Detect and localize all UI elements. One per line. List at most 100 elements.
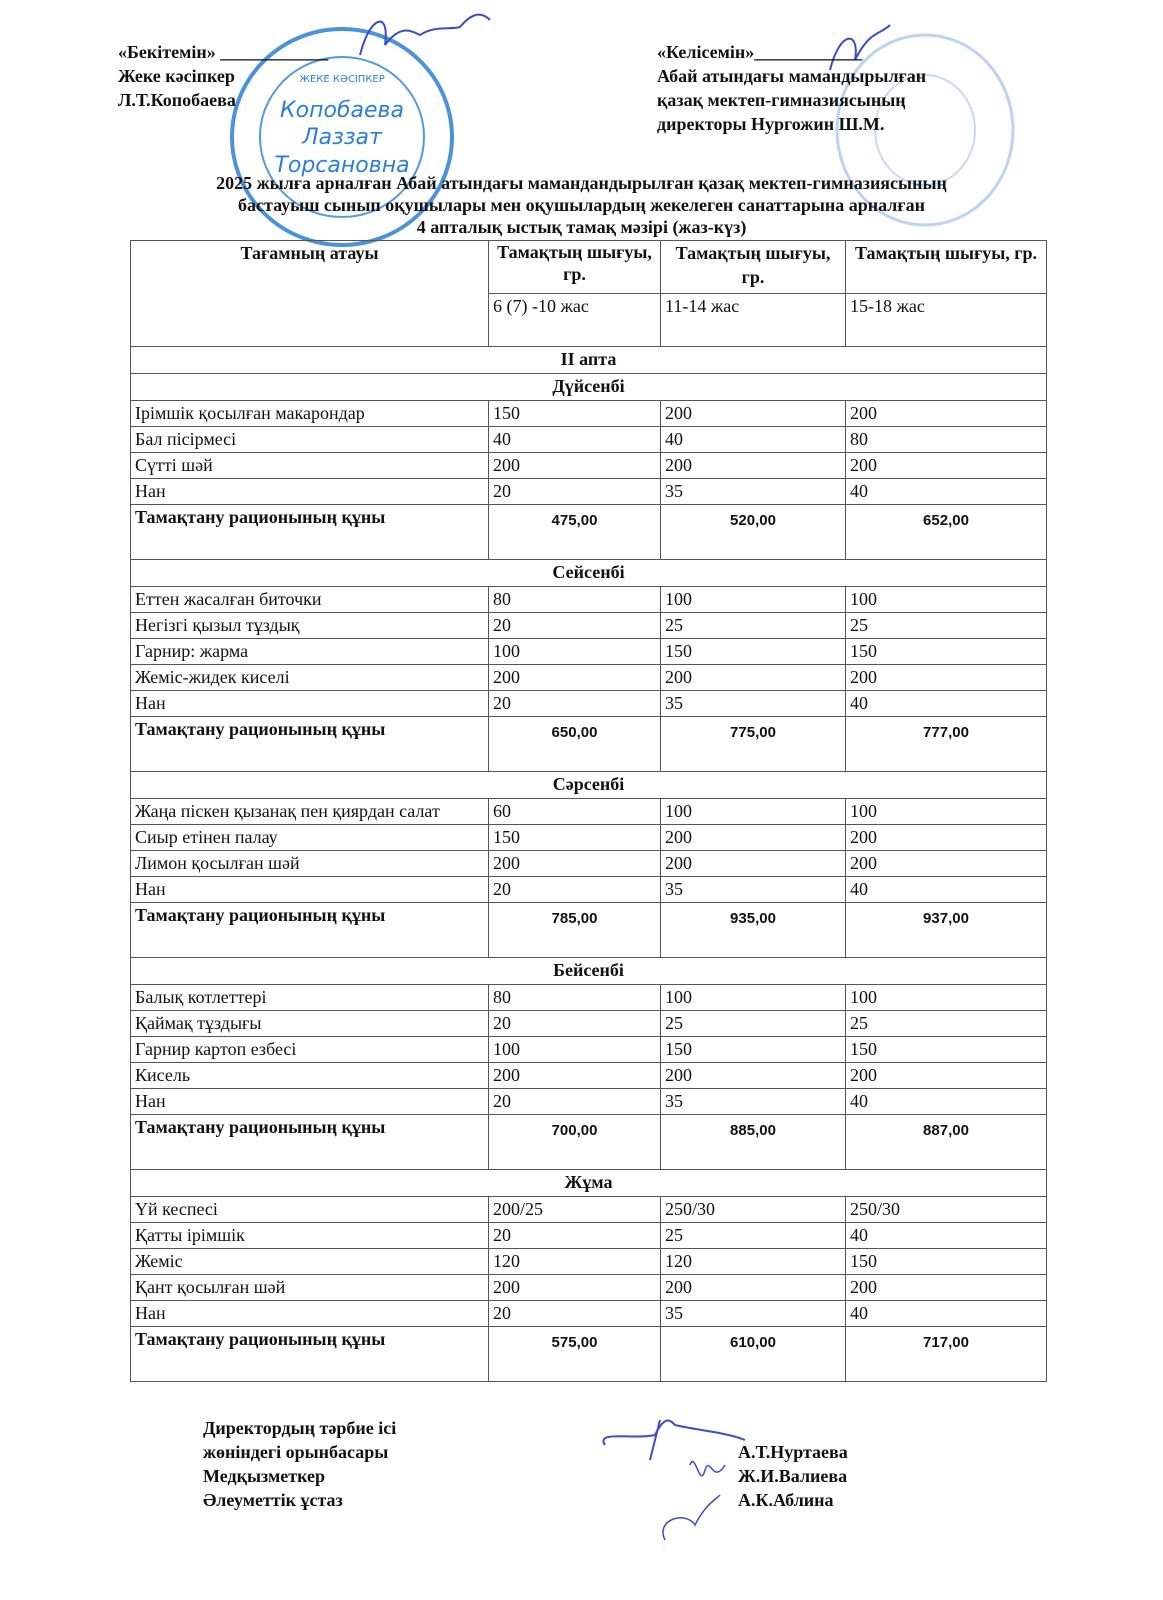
table-row: Қант қосылған шәй 200 200 200 (130, 1274, 1047, 1301)
portion-grams: 250/30 (660, 1196, 846, 1223)
portion-grams: 80 (488, 586, 661, 613)
total-cost: 935,00 (660, 902, 846, 958)
total-label: Тамақтану рационының құны (130, 504, 489, 560)
col-header-yield: Тамақтың шығуы, гр. (488, 240, 661, 294)
dish-name: Ірімшік қосылған макарондар (130, 400, 489, 427)
total-cost: 700,00 (488, 1114, 661, 1170)
table-row: Нан 20 35 40 (130, 478, 1047, 505)
table-row: Қатты ірімшік 20 25 40 (130, 1222, 1047, 1249)
portion-grams: 200 (660, 850, 846, 877)
total-cost: 887,00 (845, 1114, 1047, 1170)
dish-name: Жаңа піскен қызанақ пен қиярдан салат (130, 798, 489, 825)
dish-name: Сиыр етінен палау (130, 824, 489, 851)
col-header-yield: Тамақтың шығуы, гр. (660, 240, 846, 294)
table-row: Нан 20 35 40 (130, 690, 1047, 717)
table-row: Нан 20 35 40 (130, 1300, 1047, 1327)
portion-grams: 80 (488, 984, 661, 1011)
portion-grams: 100 (845, 798, 1047, 825)
dish-name: Бал пісірмесі (130, 426, 489, 453)
age-group: 6 (7) -10 жас (488, 293, 661, 347)
portion-grams: 35 (660, 876, 846, 903)
total-cost: 777,00 (845, 716, 1047, 772)
portion-grams: 40 (845, 690, 1047, 717)
role: Директордың тәрбие ісі (203, 1418, 397, 1438)
portion-grams: 60 (488, 798, 661, 825)
portion-grams: 100 (660, 984, 846, 1011)
total-cost: 652,00 (845, 504, 1047, 560)
day-row: Бейсенбі (130, 957, 1047, 985)
dish-name: Еттен жасалған биточки (130, 586, 489, 613)
portion-grams: 20 (488, 1088, 661, 1115)
total-cost: 575,00 (488, 1326, 661, 1382)
portion-grams: 200 (488, 664, 661, 691)
dish-name: Нан (130, 478, 489, 505)
total-label: Тамақтану рационының құны (130, 1114, 489, 1170)
total-label: Тамақтану рационының құны (130, 716, 489, 772)
total-cost: 610,00 (660, 1326, 846, 1382)
table-row: Қаймақ тұздығы 20 25 25 (130, 1010, 1047, 1037)
portion-grams: 120 (660, 1248, 846, 1275)
total-label: Тамақтану рационының құны (130, 1326, 489, 1382)
table-row: Жеміс-жидек киселі 200 200 200 (130, 664, 1047, 691)
portion-grams: 250/30 (845, 1196, 1047, 1223)
approval-block: «Бекітемін» ____________ Жеке кәсіпкер Л… (118, 40, 328, 112)
portion-grams: 20 (488, 1010, 661, 1037)
dish-name: Нан (130, 1300, 489, 1327)
dish-name: Кисель (130, 1062, 489, 1089)
day-row: Жұма (130, 1169, 1047, 1197)
portion-grams: 150 (845, 638, 1047, 665)
portion-grams: 200 (488, 850, 661, 877)
portion-grams: 40 (845, 876, 1047, 903)
portion-grams: 40 (845, 1088, 1047, 1115)
portion-grams: 200 (845, 452, 1047, 479)
menu-table: Тағамның атауы Тамақтың шығуы, гр. Тамақ… (130, 240, 1047, 1382)
portion-grams: 150 (660, 638, 846, 665)
portion-grams: 40 (845, 1222, 1047, 1249)
portion-grams: 200 (660, 664, 846, 691)
title-line: 2025 жылға арналған Абай атындағы маманд… (216, 173, 947, 193)
portion-grams: 200 (845, 400, 1047, 427)
total-row: Тамақтану рационының құны 785,00 935,00 937… (130, 902, 1047, 958)
svg-text:Лаззат: Лаззат (301, 125, 383, 150)
portion-grams: 100 (845, 586, 1047, 613)
portion-grams: 200 (845, 1062, 1047, 1089)
dish-name: Гарнир: жарма (130, 638, 489, 665)
document-title: 2025 жылға арналған Абай атындағы маманд… (0, 172, 1163, 238)
agree-line: қазақ мектеп-гимназиясының (657, 90, 906, 110)
total-cost: 717,00 (845, 1326, 1047, 1382)
portion-grams: 150 (845, 1248, 1047, 1275)
table-row: Гарнир: жарма 100 150 150 (130, 638, 1047, 665)
table-row: Сүтті шәй 200 200 200 (130, 452, 1047, 479)
table-row: Сиыр етінен палау 150 200 200 (130, 824, 1047, 851)
portion-grams: 25 (660, 1010, 846, 1037)
portion-grams: 200 (845, 664, 1047, 691)
signatures-roles: Директордың тәрбие ісі жөніндегі орынбас… (203, 1416, 396, 1512)
portion-grams: 150 (488, 400, 661, 427)
table-row: Негізгі қызыл тұздық 20 25 25 (130, 612, 1047, 639)
portion-grams: 35 (660, 1300, 846, 1327)
title-line: 4 апталық ыстық тамақ мәзірі (жаз-күз) (416, 217, 747, 237)
age-group: 11-14 жас (660, 293, 846, 347)
portion-grams: 80 (845, 426, 1047, 453)
total-cost: 520,00 (660, 504, 846, 560)
portion-grams: 100 (660, 798, 846, 825)
portion-grams: 40 (845, 1300, 1047, 1327)
signer-name: А.К.Аблина (738, 1490, 834, 1510)
table-row: Еттен жасалған биточки 80 100 100 (130, 586, 1047, 613)
dish-name: Қант қосылған шәй (130, 1274, 489, 1301)
portion-grams: 200 (660, 452, 846, 479)
portion-grams: 150 (660, 1036, 846, 1063)
portion-grams: 200 (660, 1274, 846, 1301)
portion-grams: 25 (845, 1010, 1047, 1037)
total-row: Тамақтану рационының құны 575,00 610,00 717… (130, 1326, 1047, 1382)
portion-grams: 200 (845, 824, 1047, 851)
dish-name: Негізгі қызыл тұздық (130, 612, 489, 639)
day-row: Сәрсенбі (130, 771, 1047, 799)
portion-grams: 20 (488, 690, 661, 717)
dish-name: Қатты ірімшік (130, 1222, 489, 1249)
table-row: Ірімшік қосылған макарондар 150 200 200 (130, 400, 1047, 427)
table-row: Гарнир картоп езбесі 100 150 150 (130, 1036, 1047, 1063)
portion-grams: 200 (488, 1274, 661, 1301)
role: жөніндегі орынбасары (203, 1442, 389, 1462)
approve-role: Жеке кәсіпкер (118, 66, 235, 86)
